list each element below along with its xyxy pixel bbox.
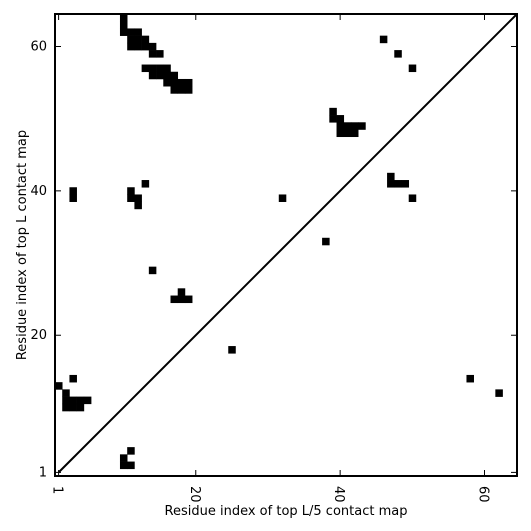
contact-cell <box>127 35 135 44</box>
contact-cell <box>394 50 402 58</box>
contact-cell <box>170 78 179 87</box>
contact-cell <box>466 374 474 383</box>
contact-cell <box>127 42 135 51</box>
contact-cell <box>134 28 142 36</box>
contact-cell <box>156 64 164 73</box>
contact-cell <box>141 42 150 51</box>
contact-cell <box>148 64 157 73</box>
y-tick-label: 60 <box>30 39 47 54</box>
contact-cell <box>163 64 171 73</box>
contact-cell <box>69 194 77 202</box>
x-tick-label: 40 <box>331 486 346 503</box>
contact-cell <box>163 78 171 87</box>
contact-cell <box>495 389 503 397</box>
contact-cell <box>343 129 352 138</box>
contact-cell <box>156 71 164 80</box>
contact-cell <box>170 71 179 80</box>
contact-cell <box>177 78 186 87</box>
x-tick-label: 60 <box>476 486 491 503</box>
contact-cell <box>148 71 157 80</box>
contact-cell <box>119 461 128 470</box>
contact-cell <box>69 187 77 195</box>
contact-cell <box>119 21 128 29</box>
contact-cell <box>177 86 186 94</box>
contact-cell <box>336 115 345 123</box>
contact-cell <box>119 28 128 36</box>
contact-cell <box>228 346 236 354</box>
contact-cell <box>62 389 70 397</box>
contact-cell <box>148 266 157 275</box>
contact-cell <box>184 86 193 94</box>
contact-cell <box>134 35 142 44</box>
contact-cell <box>336 129 345 138</box>
contact-cell <box>134 194 142 202</box>
diagonal-line <box>57 13 518 474</box>
contact-cell <box>358 122 366 130</box>
contact-cell <box>163 71 171 80</box>
contact-cell <box>177 295 186 304</box>
x-tick-label: 1 <box>50 486 65 494</box>
contact-cell <box>127 461 135 470</box>
contact-cell <box>141 35 150 44</box>
contact-cell <box>141 64 150 73</box>
contact-cell <box>148 50 157 58</box>
contact-cell <box>184 78 193 87</box>
axis-ticks: 1 20 40 60 1 20 40 60 <box>30 14 517 503</box>
contact-cell <box>156 50 164 58</box>
contact-cell <box>170 295 179 304</box>
contact-cell <box>278 194 287 202</box>
contact-cell <box>62 403 70 412</box>
contact-cell <box>350 122 359 130</box>
contact-cell <box>408 64 417 73</box>
x-axis-title: Residue index of top L/5 contact map <box>165 504 408 519</box>
contact-cell <box>69 396 77 405</box>
contact-cell <box>55 382 63 390</box>
contact-cell <box>134 42 142 51</box>
plot-frame <box>54 13 518 477</box>
contact-cell <box>329 107 337 116</box>
contact-cell <box>387 180 395 188</box>
contact-cell <box>127 447 135 455</box>
contact-cell <box>119 14 128 22</box>
contact-cell <box>350 129 359 138</box>
contact-cell <box>127 194 135 202</box>
contact-cell <box>127 187 135 195</box>
contact-cell <box>394 180 402 188</box>
y-tick-label: 20 <box>30 328 47 343</box>
contact-cell <box>148 42 157 51</box>
y-tick-label: 40 <box>30 184 47 199</box>
contact-cell <box>336 122 345 130</box>
contact-cell <box>170 86 179 94</box>
contact-cell <box>69 403 77 412</box>
contact-cell <box>408 194 417 202</box>
contact-cell <box>76 403 85 412</box>
contact-cell <box>134 201 142 210</box>
contact-cells <box>55 14 503 470</box>
contact-cell <box>141 180 150 188</box>
y-axis-title: Residue index of top L contact map <box>15 130 30 360</box>
contact-cell <box>184 295 193 304</box>
contact-cell <box>127 28 135 36</box>
contact-cell <box>379 35 388 44</box>
contact-cell <box>329 115 337 123</box>
contact-cell <box>322 237 330 246</box>
contact-cell <box>62 396 70 405</box>
contact-cell <box>83 396 92 405</box>
contact-cell <box>76 396 85 405</box>
contact-cell <box>387 172 395 181</box>
contact-cell <box>401 180 410 188</box>
contact-cell <box>119 454 128 462</box>
x-tick-label: 20 <box>187 486 202 503</box>
y-tick-label: 1 <box>39 465 47 480</box>
contact-cell <box>343 122 352 130</box>
contact-cell <box>69 374 77 383</box>
contact-cell <box>177 288 186 296</box>
